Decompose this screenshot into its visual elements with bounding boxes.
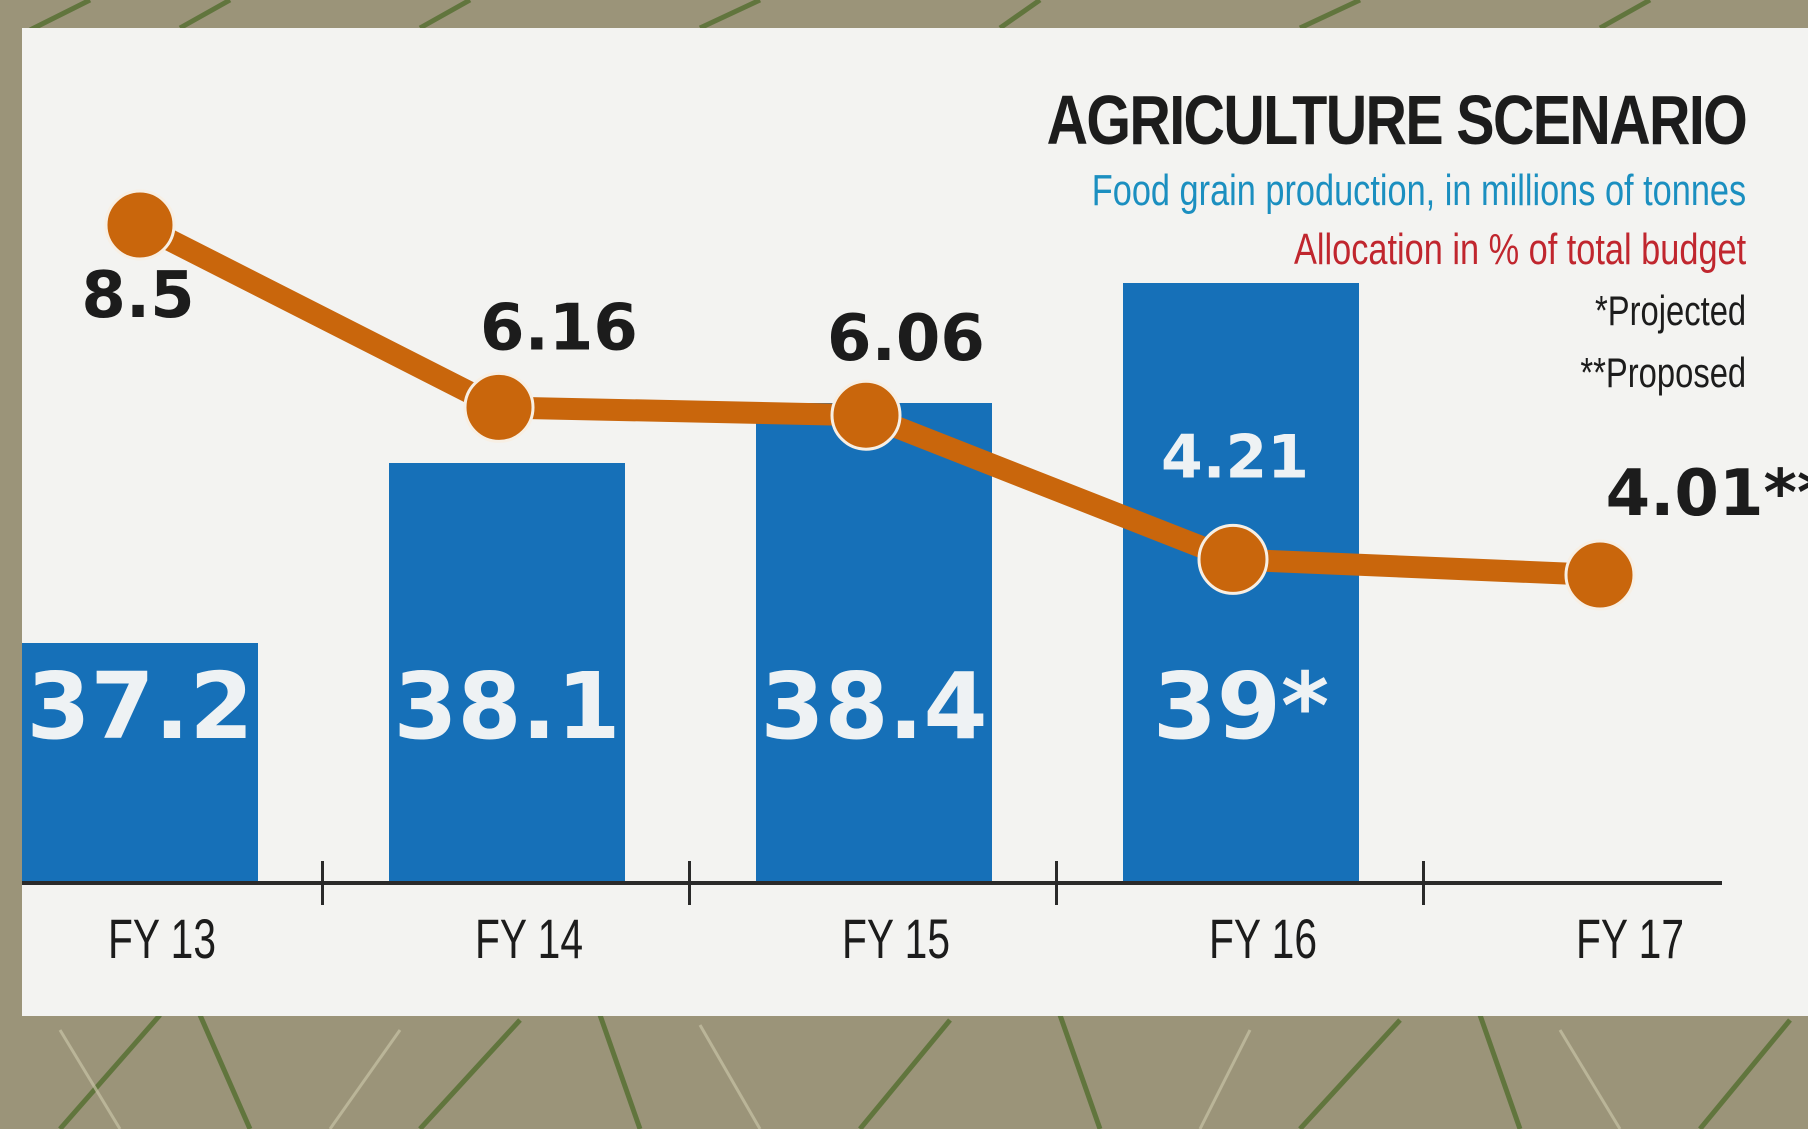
note-proposed: **Proposed — [1580, 349, 1746, 396]
line-point — [1564, 539, 1636, 611]
bar-label: 39* — [1153, 653, 1329, 760]
line-point — [830, 379, 902, 451]
line-point — [1197, 523, 1269, 595]
line-label: 8.5 — [81, 259, 194, 333]
bar-fy15 — [756, 403, 992, 883]
note-projected: *Projected — [1594, 287, 1746, 334]
x-tick-label: FY 14 — [475, 907, 583, 970]
line-label: 4.21 — [1161, 422, 1309, 492]
bar-fy13 — [22, 643, 258, 883]
line-label: 4.01** — [1606, 457, 1808, 531]
chart-header: AGRICULTURE SCENARIO Food grain producti… — [893, 78, 1747, 404]
chart-title: AGRICULTURE SCENARIO — [1046, 81, 1747, 159]
x-tick-label: FY 13 — [108, 907, 216, 970]
line-series-subtitle: Allocation in % of total budget — [1293, 225, 1746, 274]
line-point — [104, 189, 176, 261]
line-label: 6.16 — [480, 291, 638, 365]
bar-label: 38.4 — [761, 653, 988, 760]
x-tick-label: FY 17 — [1576, 907, 1684, 970]
bar-label: 38.1 — [394, 653, 621, 760]
bar-fy14 — [389, 463, 625, 883]
x-tick-label: FY 15 — [842, 907, 950, 970]
x-tick-label: FY 16 — [1209, 907, 1317, 970]
bar-series-subtitle: Food grain production, in millions of to… — [1091, 166, 1746, 215]
bar-label: 37.2 — [27, 653, 254, 760]
line-point — [463, 371, 535, 443]
line-label: 6.06 — [827, 302, 985, 376]
